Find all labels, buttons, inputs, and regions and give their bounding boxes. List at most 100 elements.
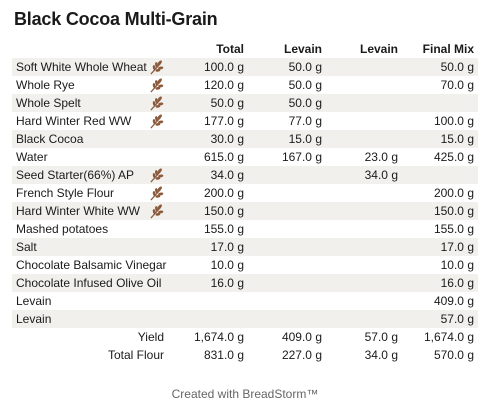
- levain-2-cell: [326, 112, 402, 130]
- header-levain-1: Levain: [283, 42, 322, 56]
- levain-2-cell: [326, 274, 402, 292]
- levain-2-cell: [326, 202, 402, 220]
- ingredient-cell: Levain: [12, 292, 168, 310]
- ingredient-cell: French Style Flour: [12, 184, 168, 202]
- ingredient-name: Whole Spelt: [16, 96, 81, 110]
- table-row: Chocolate Balsamic Vinegar 10.0 g 10.0 g: [12, 256, 478, 274]
- final-mix-cell: 100.0 g: [433, 114, 474, 128]
- header-ingredient: [12, 40, 168, 58]
- final-mix-cell: 200.0 g: [433, 186, 474, 200]
- table-row: Salt 17.0 g 17.0 g: [12, 238, 478, 256]
- levain-1-cell: 77.0 g: [288, 114, 322, 128]
- levain-1-cell: [248, 238, 326, 256]
- header-levain-2: Levain: [359, 42, 398, 56]
- total-cell: 17.0 g: [168, 238, 248, 256]
- total-cell: [168, 310, 248, 328]
- final-mix-cell: 425.0 g: [433, 150, 474, 164]
- levain-1-cell: 50.0 g: [248, 58, 326, 76]
- final-mix-cell: 70.0 g: [440, 78, 474, 92]
- levain-1-cell: [248, 184, 326, 202]
- ingredient-name: Whole Rye: [16, 78, 75, 92]
- levain-2-cell: 34.0 g: [364, 348, 398, 362]
- table-row: French Style Flour 200.0 g 200.0 g: [12, 184, 478, 202]
- table-row: Chocolate Infused Olive Oil 16.0 g 16.0 g: [12, 274, 478, 292]
- total-cell: 34.0 g: [168, 166, 248, 184]
- wheat-icon: [149, 95, 164, 111]
- levain-1-cell: [248, 256, 326, 274]
- levain-2-cell: [326, 256, 402, 274]
- ingredient-cell: Levain: [12, 310, 168, 328]
- levain-2-cell: 23.0 g: [364, 150, 398, 164]
- table-row: Hard Winter Red WW 177.0 g 77.0 g 100.0 g: [12, 112, 478, 130]
- header-final-mix: Final Mix: [422, 42, 474, 56]
- ingredient-name: Mashed potatoes: [16, 222, 109, 236]
- final-mix-cell: 17.0 g: [402, 238, 478, 256]
- levain-1-cell: [248, 292, 326, 310]
- formula-table: Total Levain Levain Final Mix Soft White…: [12, 40, 478, 364]
- table-row: Mashed potatoes 155.0 g 155.0 g: [12, 220, 478, 238]
- ingredient-name: Levain: [16, 294, 52, 308]
- total-cell: 120.0 g: [203, 78, 244, 92]
- ingredient-cell: Seed Starter(66%) AP: [12, 166, 168, 184]
- table-row: Black Cocoa 30.0 g 15.0 g 15.0 g: [12, 130, 478, 148]
- levain-2-cell: [326, 238, 402, 256]
- ingredient-cell: Hard Winter Red WW: [12, 112, 168, 130]
- recipe-title: Black Cocoa Multi-Grain: [14, 9, 218, 29]
- table-row: Soft White Whole Wheat 100.0 g 50.0 g 50.0 …: [12, 58, 478, 76]
- header-total: Total: [216, 42, 244, 56]
- levain-2-cell: 34.0 g: [326, 166, 402, 184]
- final-mix-cell: 10.0 g: [440, 258, 474, 272]
- ingredient-cell: Whole Rye: [12, 76, 168, 94]
- ingredient-cell: Whole Spelt: [12, 94, 168, 112]
- total-cell: [168, 292, 248, 310]
- levain-1-cell: 50.0 g: [288, 78, 322, 92]
- total-cell: 150.0 g: [168, 202, 248, 220]
- final-mix-cell: 50.0 g: [402, 58, 478, 76]
- levain-1-cell: [248, 166, 326, 184]
- wheat-icon: [149, 113, 164, 129]
- wheat-icon: [149, 59, 164, 75]
- header-row: Total Levain Levain Final Mix: [12, 40, 478, 58]
- levain-2-cell: [326, 76, 402, 94]
- ingredient-name: French Style Flour: [16, 186, 115, 200]
- levain-1-cell: 227.0 g: [281, 348, 322, 362]
- ingredient-cell: Hard Winter White WW: [12, 202, 168, 220]
- total-cell: 16.0 g: [168, 274, 248, 292]
- final-mix-cell: 155.0 g: [433, 222, 474, 236]
- ingredient-name: Hard Winter Red WW: [16, 114, 132, 128]
- total-cell: 200.0 g: [203, 186, 244, 200]
- final-mix-cell: 1,674.0 g: [423, 330, 474, 344]
- levain-2-cell: [326, 58, 402, 76]
- final-mix-cell: 57.0 g: [402, 310, 478, 328]
- table-row: Water 615.0 g 167.0 g 23.0 g 425.0 g: [12, 148, 478, 166]
- levain-1-cell: 409.0 g: [281, 330, 322, 344]
- final-mix-cell: 16.0 g: [402, 274, 478, 292]
- final-mix-cell: [402, 166, 478, 184]
- total-cell: 30.0 g: [168, 130, 248, 148]
- levain-2-cell: [326, 292, 402, 310]
- total-cell: 155.0 g: [203, 222, 244, 236]
- ingredient-name: Chocolate Balsamic Vinegar: [16, 258, 167, 272]
- wheat-icon: [149, 185, 164, 201]
- ingredient-cell: Water: [12, 148, 168, 166]
- levain-2-cell: [326, 310, 402, 328]
- ingredient-name: Seed Starter(66%) AP: [16, 168, 135, 182]
- ingredient-name: Levain: [16, 312, 52, 326]
- levain-1-cell: [248, 220, 326, 238]
- total-cell: 50.0 g: [168, 94, 248, 112]
- final-mix-cell: 150.0 g: [402, 202, 478, 220]
- ingredient-cell: Soft White Whole Wheat: [12, 58, 168, 76]
- ingredient-cell: Salt: [12, 238, 168, 256]
- final-mix-cell: [402, 94, 478, 112]
- totals-label: Yield: [137, 330, 164, 344]
- totals-rows: Yield 1,674.0 g 409.0 g 57.0 g 1,674.0 g Tota…: [12, 328, 478, 364]
- levain-2-cell: [326, 220, 402, 238]
- total-cell: 615.0 g: [203, 150, 244, 164]
- total-cell: 177.0 g: [203, 114, 244, 128]
- table-row: Whole Spelt 50.0 g 50.0 g: [12, 94, 478, 112]
- ingredient-name: Black Cocoa: [16, 132, 84, 146]
- table-row: Levain 409.0 g: [12, 292, 478, 310]
- wheat-icon: [149, 77, 164, 93]
- totals-label: Total Flour: [107, 348, 164, 362]
- totals-row: Yield 1,674.0 g 409.0 g 57.0 g 1,674.0 g: [12, 328, 478, 346]
